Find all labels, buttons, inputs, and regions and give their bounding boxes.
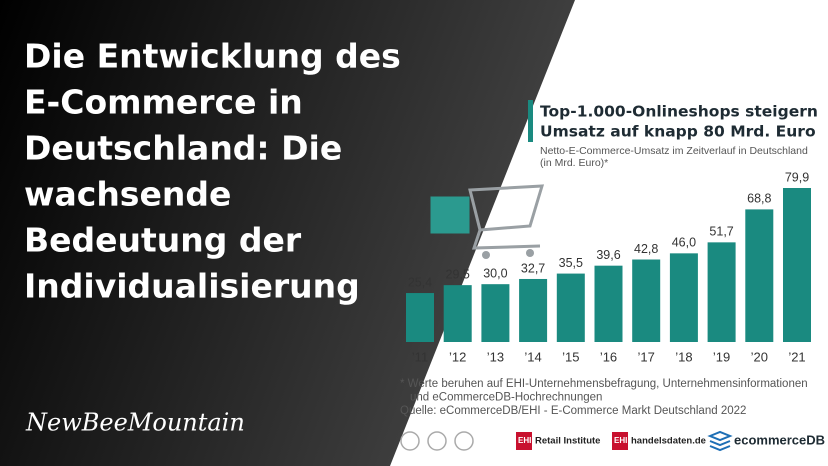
x-tick-label: ’18	[675, 349, 692, 364]
bar	[481, 284, 510, 342]
dark-panel	[0, 0, 575, 466]
logo-text: EHI	[614, 436, 627, 445]
ehi-badge	[612, 432, 628, 450]
ehi-badge	[516, 432, 532, 450]
bar	[594, 265, 623, 342]
bar	[783, 188, 811, 342]
value-label: 35,5	[559, 256, 583, 270]
logo-text: handelsdaten.de	[631, 436, 706, 447]
x-tick-label: ’16	[600, 349, 617, 364]
bar	[669, 253, 698, 342]
headline-line: Deutschland: Die	[24, 129, 342, 168]
logo-text: Retail Institute	[535, 436, 600, 447]
x-tick-label: ’11	[412, 349, 428, 364]
bar	[519, 278, 548, 342]
x-tick-label: ’12	[449, 349, 466, 364]
headline-line: Bedeutung der	[24, 221, 302, 260]
chart-subtitle: Netto-E-Commerce-Umsatz im Zeitverlauf i…	[540, 145, 808, 157]
chart-title: Top-1.000-Onlineshops steigern	[540, 103, 818, 121]
value-label: 29,5	[446, 267, 470, 281]
note: * Werte beruhen auf EHI-Unternehmensbefr…	[400, 378, 808, 390]
x-tick-label: ’21	[788, 349, 805, 364]
x-tick-label: ’17	[638, 349, 655, 364]
value-label: 39,6	[596, 248, 620, 262]
note: und eCommerceDB-Hochrechnungen	[410, 392, 602, 404]
value-label: 46,0	[672, 236, 696, 250]
value-label: 68,8	[747, 192, 771, 206]
x-tick-label: ’19	[713, 349, 730, 364]
title-accent	[528, 100, 533, 142]
ecommercedb-icon	[707, 430, 733, 452]
brand: NewBeeMountain	[25, 409, 245, 437]
bar	[707, 242, 736, 342]
chart-subtitle: (in Mrd. Euro)*	[540, 157, 608, 169]
x-tick-label: ’13	[487, 349, 504, 364]
bar	[556, 273, 585, 342]
headline-line: Individualisierung	[24, 267, 360, 306]
cc-icons	[400, 431, 474, 451]
note: Quelle: eCommerceDB/EHI - E-Commerce Mar…	[400, 405, 746, 417]
value-label: 25,4	[408, 275, 432, 289]
value-label: 42,8	[634, 242, 658, 256]
chart-title: Umsatz auf knapp 80 Mrd. Euro	[540, 123, 816, 141]
x-tick-label: ’14	[524, 349, 541, 364]
value-label: 32,7	[521, 261, 545, 275]
logo-text: EHI	[518, 436, 531, 445]
bar	[745, 209, 774, 342]
cart-icon	[430, 184, 545, 259]
bar	[632, 259, 661, 342]
headline-line: wachsende	[24, 175, 231, 214]
logo-text: ecommerceDB	[734, 432, 825, 447]
value-label: 79,9	[785, 170, 809, 184]
headline-line: E-Commerce in	[24, 83, 303, 122]
x-tick-label: ’15	[562, 349, 579, 364]
headline-line: Die Entwicklung des	[24, 37, 401, 76]
value-label: 51,7	[709, 225, 733, 239]
bar	[443, 285, 472, 342]
x-tick-label: ’20	[751, 349, 768, 364]
bar	[406, 293, 434, 342]
value-label: 30,0	[483, 266, 507, 280]
